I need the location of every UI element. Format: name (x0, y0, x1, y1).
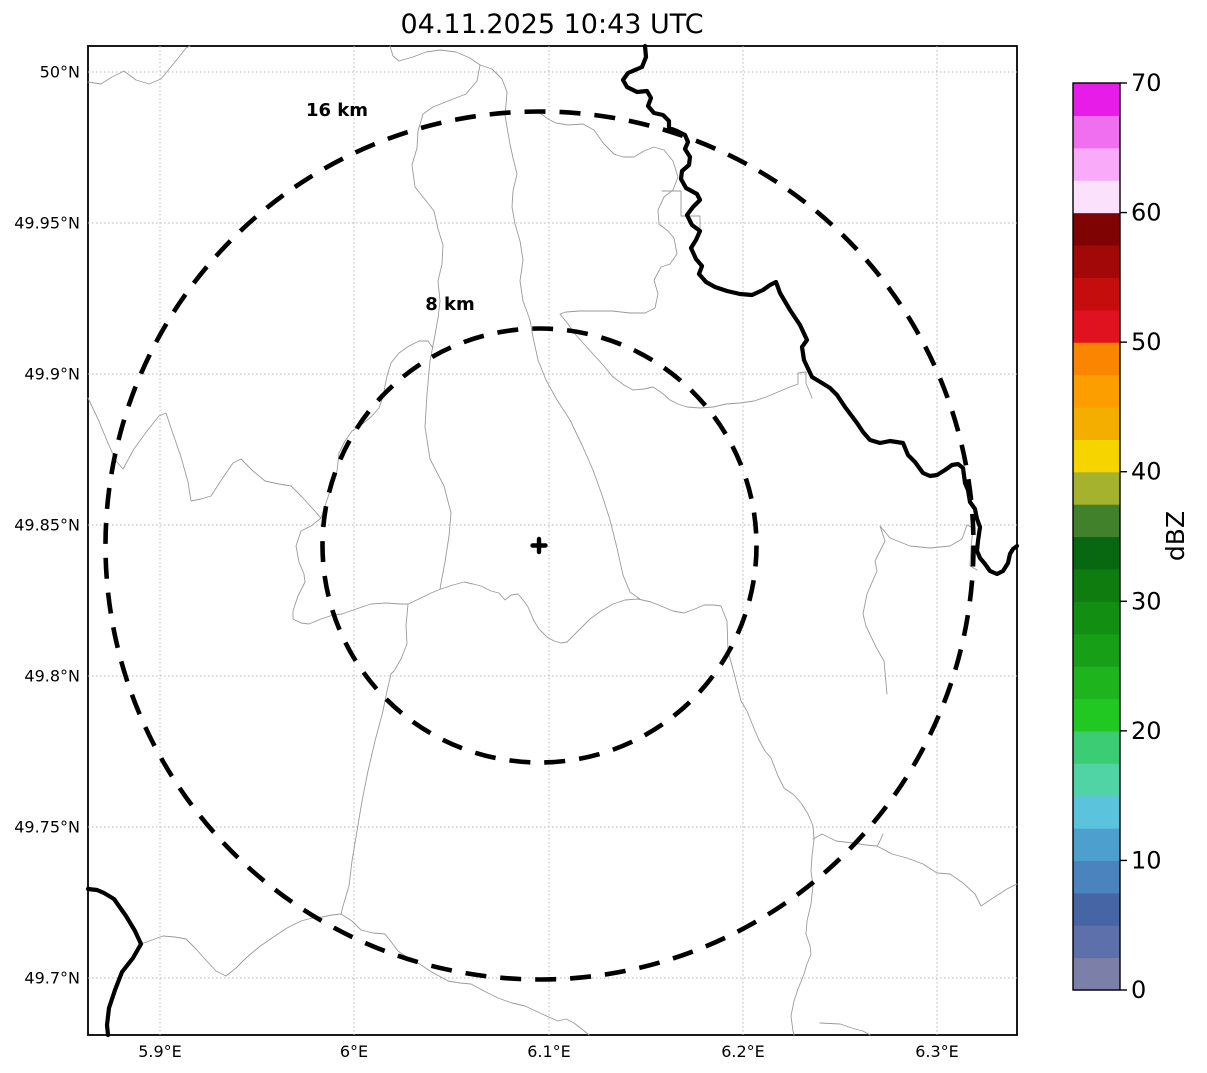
colorbar-segment (1073, 471, 1120, 505)
colorbar-segment (1073, 666, 1120, 700)
x-tick-label: 6°E (340, 1042, 368, 1061)
y-tick-label: 50°N (40, 63, 80, 82)
border-southwest (85, 886, 144, 1038)
x-axis-tick-labels: 5.9°E 6°E 6.1°E 6.2°E 6.3°E (138, 1042, 959, 1061)
x-tick-label: 6.3°E (915, 1042, 959, 1061)
colorbar-segment (1073, 633, 1120, 667)
range-ring-16km (103, 109, 976, 982)
colorbar-segment (1073, 504, 1120, 538)
y-tick-label: 49.95°N (14, 214, 80, 233)
radar-site-marker (530, 536, 548, 555)
colorbar-segment (1073, 147, 1120, 181)
map-plot-frame (87, 45, 1018, 1036)
colorbar-segment (1073, 763, 1120, 797)
colorbar-tick-label: 20 (1131, 717, 1162, 745)
colorbar-tick-label: 60 (1131, 199, 1162, 227)
colorbar-tick-label: 70 (1131, 69, 1162, 97)
colorbar-segment (1073, 212, 1120, 246)
colorbar-tick-label: 10 (1131, 846, 1162, 874)
x-tick-label: 6.1°E (527, 1042, 571, 1061)
national-border-lines (85, 43, 1020, 1038)
colorbar-segment (1073, 860, 1120, 894)
colorbar-outline (1072, 82, 1121, 991)
colorbar-segment (1073, 374, 1120, 408)
colorbar-segment (1073, 892, 1120, 926)
colorbar-unit-label: dBZ (1161, 511, 1190, 561)
colorbar-segments (1073, 83, 1120, 991)
colorbar-tick-labels: 0 10 20 30 40 50 60 70 (1131, 69, 1162, 1004)
range-rings (103, 109, 976, 982)
y-tick-label: 49.8°N (24, 667, 80, 686)
range-ring-8km (320, 326, 759, 765)
colorbar-tick-label: 0 (1131, 976, 1146, 1004)
y-tick-label: 49.75°N (14, 818, 80, 837)
range-ring-label-8km: 8 km (425, 294, 475, 315)
colorbar-tick-label: 40 (1131, 458, 1162, 486)
colorbar-segment (1073, 277, 1120, 311)
colorbar-segment (1073, 406, 1120, 440)
x-tick-label: 6.2°E (721, 1042, 765, 1061)
colorbar-tick-label: 50 (1131, 328, 1162, 356)
colorbar-segment (1073, 568, 1120, 602)
y-axis-tick-labels: 50°N 49.95°N 49.9°N 49.85°N 49.8°N 49.75… (14, 63, 80, 988)
colorbar-segment (1073, 342, 1120, 376)
colorbar-segment (1073, 244, 1120, 278)
colorbar-segment (1073, 698, 1120, 732)
colorbar-segment (1073, 439, 1120, 473)
y-tick-label: 49.85°N (14, 516, 80, 535)
colorbar-segment (1073, 957, 1120, 991)
colorbar-tick-label: 30 (1131, 587, 1162, 615)
range-ring-label-16km: 16 km (306, 100, 368, 121)
border-river-east (620, 43, 1020, 577)
colorbar-tick-marks (1120, 82, 1127, 991)
colorbar-segment (1073, 795, 1120, 829)
y-tick-label: 49.9°N (24, 365, 80, 384)
colorbar-segment (1073, 601, 1120, 635)
colorbar-segment (1073, 536, 1120, 570)
colorbar-segment (1073, 83, 1120, 116)
colorbar-segment (1073, 180, 1120, 214)
colorbar-segment (1073, 115, 1120, 149)
colorbar-segment (1073, 730, 1120, 764)
y-tick-label: 49.7°N (24, 969, 80, 988)
figure-title: 04.11.2025 10:43 UTC (400, 9, 703, 40)
colorbar-segment (1073, 828, 1120, 862)
colorbar-segment (1073, 925, 1120, 959)
colorbar-segment (1073, 309, 1120, 343)
x-tick-label: 5.9°E (138, 1042, 182, 1061)
